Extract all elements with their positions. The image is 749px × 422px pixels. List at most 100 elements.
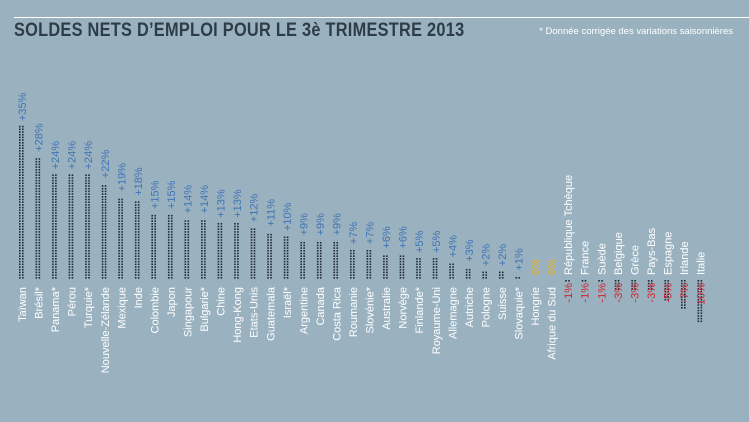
- bar-dot: [19, 266, 21, 268]
- bar-dot: [383, 260, 385, 263]
- bar-dot: [253, 252, 256, 255]
- bar-dot: [253, 241, 256, 244]
- bar-dot: [465, 274, 468, 276]
- bar-dot: [38, 217, 41, 220]
- bar-dot: [303, 274, 305, 276]
- bar-dot: [19, 139, 21, 141]
- bar-dot: [137, 233, 140, 236]
- bar-dot: [68, 250, 71, 252]
- bar-dot: [134, 228, 137, 230]
- bar-dot: [35, 247, 38, 249]
- bar-dot: [88, 190, 90, 193]
- bar-dot: [121, 217, 123, 220]
- bar: [647, 280, 653, 290]
- bar-dot: [667, 288, 670, 290]
- bar-dot: [270, 258, 272, 260]
- bar-dot: [35, 220, 38, 222]
- bar-dot: [250, 252, 253, 255]
- bar-dot: [667, 296, 670, 298]
- bar-dot: [22, 277, 24, 279]
- bar-dot: [35, 193, 38, 195]
- bar-dot: [118, 258, 120, 260]
- bar-dot: [187, 225, 190, 228]
- bar-dot: [104, 241, 107, 244]
- bar-dot: [419, 277, 421, 279]
- bar: [52, 174, 57, 279]
- category-label: Chine: [216, 287, 228, 316]
- bar-dot: [267, 266, 269, 268]
- bar-dot: [52, 190, 54, 193]
- bar-dot: [19, 131, 21, 133]
- bar-dot: [52, 198, 54, 201]
- bar-dot: [383, 274, 385, 276]
- bar-dot: [253, 268, 256, 271]
- bar-dot: [386, 268, 388, 271]
- bar-dot: [217, 268, 220, 271]
- bar-dot: [386, 271, 388, 274]
- bar-dot: [151, 231, 153, 233]
- bar-dot: [184, 223, 187, 225]
- bar-dot: [250, 228, 253, 230]
- bar-dot: [55, 271, 57, 274]
- bar-dot: [237, 250, 239, 252]
- bar-dot: [52, 201, 54, 203]
- bar-dot: [38, 263, 41, 266]
- bar-dot: [88, 193, 90, 195]
- bar-dot: [333, 247, 336, 249]
- bar-dot: [187, 241, 190, 244]
- bar-dot: [204, 241, 206, 244]
- value-label: +2%: [497, 244, 509, 267]
- value-label: +9%: [298, 213, 310, 236]
- category-label: Argentine: [298, 287, 310, 334]
- bar-dot: [217, 258, 220, 260]
- bar-dot: [220, 263, 223, 266]
- bar-dot: [22, 212, 24, 214]
- bar-dot: [121, 252, 123, 255]
- bar-dot: [137, 247, 140, 249]
- bar-dot: [85, 225, 87, 228]
- bar-dot: [501, 274, 504, 276]
- category-label: Taïwan: [17, 287, 29, 322]
- bar-dot: [237, 241, 239, 244]
- bar-dot: [38, 196, 41, 198]
- bar-dot: [432, 274, 435, 276]
- bar-dot: [303, 271, 305, 274]
- bar-dot: [154, 225, 156, 228]
- bar-dot: [366, 274, 369, 276]
- bar-dot: [101, 193, 104, 195]
- bar-dot: [22, 236, 24, 239]
- bar-dot: [101, 204, 104, 206]
- bar-dot: [22, 260, 24, 263]
- bar-dot: [316, 260, 319, 263]
- bar-dot: [68, 231, 71, 233]
- bar-dot: [38, 268, 41, 271]
- bar-dot: [283, 239, 286, 241]
- bar-dot: [118, 217, 120, 220]
- bar-dot: [204, 228, 206, 230]
- bar-dot: [184, 231, 187, 233]
- bar-dot: [167, 260, 170, 263]
- bar-group: +14% Bulgarie*: [199, 185, 211, 332]
- bar-dot: [187, 271, 190, 274]
- bar-dot: [237, 268, 239, 271]
- bar-dot: [104, 206, 107, 209]
- bar-dot: [35, 174, 38, 176]
- bar-dot: [515, 277, 518, 279]
- category-label: Israël*: [282, 286, 294, 318]
- bar-dot: [201, 244, 203, 247]
- bar-dot: [386, 260, 388, 263]
- bar-dot: [104, 271, 107, 274]
- bar-dot: [19, 231, 21, 233]
- bar-dot: [201, 250, 203, 252]
- bar-dot: [88, 225, 90, 228]
- bar-dot: [286, 236, 289, 239]
- bar-dot: [465, 271, 468, 274]
- bar-dot: [38, 277, 41, 279]
- bar: [250, 228, 256, 279]
- bar-dot: [184, 260, 187, 263]
- bar-dot: [270, 236, 272, 239]
- bar-dot: [217, 231, 220, 233]
- bar-dot: [55, 201, 57, 203]
- bar-dot: [52, 231, 54, 233]
- bar-dot: [38, 177, 41, 179]
